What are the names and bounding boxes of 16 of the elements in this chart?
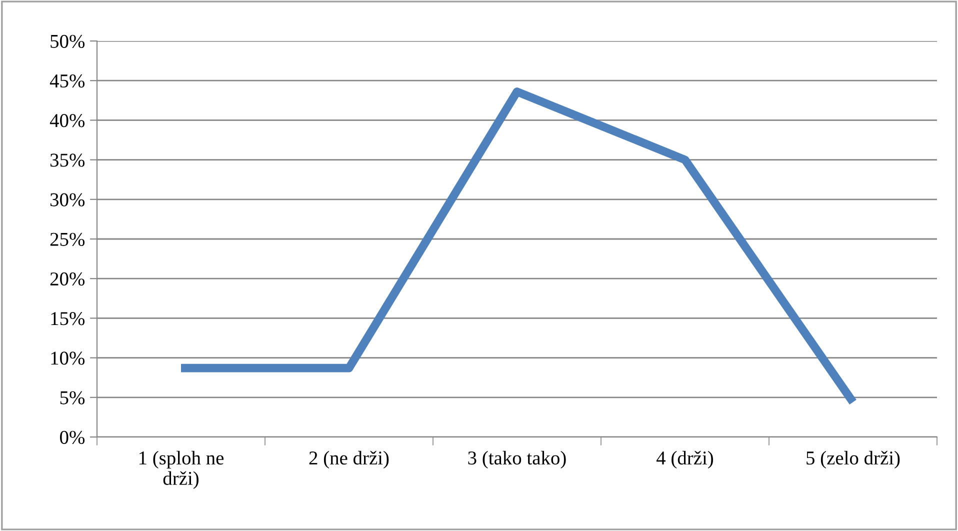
x-tick-label: 1 (sploh ne drži) [140,450,224,489]
x-tick-label: 5 (zelo drži) [806,450,900,469]
y-tick-label: 35% [50,154,85,167]
y-tick-label: 20% [50,272,85,286]
y-tick-label: 15% [51,312,85,326]
y-tick-label: 25% [50,232,85,246]
y-tick-label: 30% [50,193,85,206]
y-tick-label: 5% [60,391,85,404]
x-tick-label: 4 (drži) [656,450,714,469]
y-tick-label: 45% [50,74,85,88]
x-tick-label: 3 (tako tako) [468,450,566,469]
y-tick-label: 40% [50,114,85,128]
y-tick-label: 0% [60,430,85,444]
y-tick-label: 50% [50,34,85,48]
x-tick-label: 2 (ne drži) [309,450,389,469]
y-tick-label: 10% [51,352,85,365]
